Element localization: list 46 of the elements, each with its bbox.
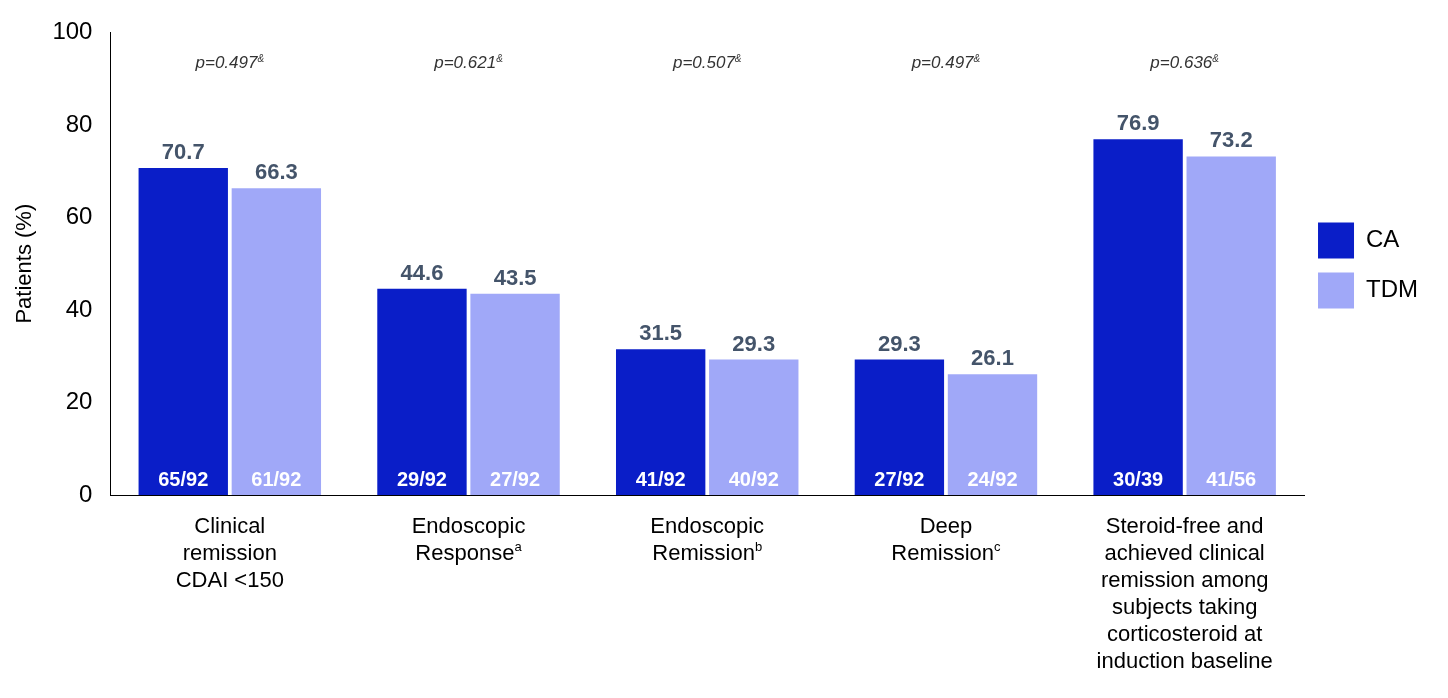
bar <box>615 349 706 495</box>
y-tick-label: 40 <box>65 294 93 322</box>
bar <box>1186 156 1276 495</box>
legend-label: CA <box>1366 225 1400 253</box>
annotation: 41/56 <box>1206 467 1257 490</box>
annotation: p=0.497& <box>910 52 981 73</box>
y-tick-label: 0 <box>79 479 93 507</box>
data-label: 76.9 <box>1116 110 1160 136</box>
annotation: p=0.636& <box>1149 52 1220 73</box>
data-label: 31.5 <box>639 320 683 346</box>
annotation: p=0.621& <box>433 52 504 73</box>
data-label: 44.6 <box>400 259 444 285</box>
annotation: 27/92 <box>874 467 925 490</box>
bar <box>231 188 322 495</box>
y-tick-label: 60 <box>65 202 93 230</box>
annotation: 65/92 <box>158 467 209 490</box>
annotation: 27/92 <box>490 467 541 490</box>
data-label: 43.5 <box>493 264 537 290</box>
annotation: 40/92 <box>728 467 779 490</box>
annotation: 30/39 <box>1113 467 1164 490</box>
bar <box>947 374 1038 495</box>
annotation: 41/92 <box>635 467 686 490</box>
bar <box>709 359 799 495</box>
annotation: 61/92 <box>251 467 302 490</box>
bar <box>1093 139 1183 495</box>
annotation: 29/92 <box>396 467 447 490</box>
data-label: 70.7 <box>161 139 205 164</box>
bar <box>470 293 560 495</box>
y-tick-label: 100 <box>52 17 93 45</box>
bar <box>377 288 467 495</box>
data-label: 73.2 <box>1209 127 1253 153</box>
data-label: 29.3 <box>732 330 776 356</box>
legend-label: TDM <box>1366 275 1418 303</box>
data-label: 26.1 <box>971 345 1014 371</box>
annotation: p=0.497& <box>194 52 265 73</box>
data-label: 29.3 <box>877 330 921 356</box>
y-axis-title: Patients (%) <box>11 203 37 324</box>
data-label: 66.3 <box>254 159 298 185</box>
x-tick-label: Steroid-free and achieved clinical remission among subjects taking corticosteroid at induction baseline <box>1096 513 1273 673</box>
annotation: p=0.507& <box>671 52 742 73</box>
x-tick-label: Clinical remission CDAI <150 <box>175 513 284 592</box>
bar <box>854 359 945 495</box>
bar <box>138 167 228 495</box>
y-tick-label: 20 <box>65 387 93 415</box>
annotation: 24/92 <box>967 467 1018 490</box>
y-tick-label: 80 <box>65 109 93 137</box>
